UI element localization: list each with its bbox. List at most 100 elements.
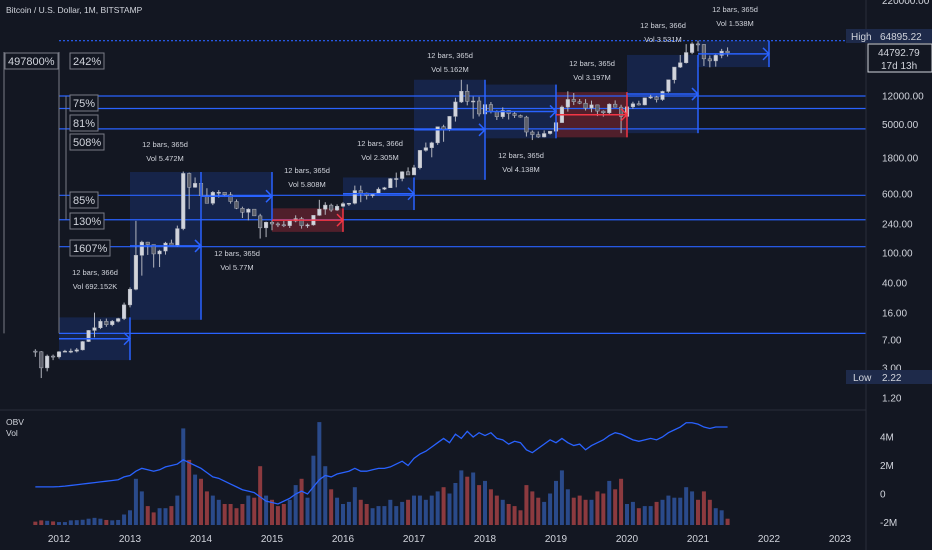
range-bars-label: 12 bars, 365d: [284, 166, 330, 175]
volume-bar: [33, 521, 38, 525]
range-bars-label: 12 bars, 365d: [142, 140, 188, 149]
candle-body: [56, 351, 62, 358]
candle-body: [494, 111, 499, 117]
price-tick: 240.00: [882, 220, 913, 231]
volume-bar: [181, 428, 186, 525]
volume-bar: [252, 497, 257, 525]
volume-bar: [518, 510, 523, 525]
volume-bar: [701, 491, 706, 525]
candle-body: [116, 318, 121, 322]
volume-bar: [524, 485, 529, 525]
candle-body: [228, 194, 233, 202]
volume-bar: [672, 497, 677, 525]
range-volume-label: Vol 3.531M: [644, 35, 682, 44]
volume-bar: [80, 519, 85, 525]
volume-bar: [707, 499, 712, 525]
volume-bar: [660, 499, 665, 525]
candle-body: [571, 99, 576, 102]
volume-bar: [175, 495, 180, 525]
volume-bar: [370, 508, 375, 525]
volume-bar: [666, 495, 671, 525]
volume-bar: [122, 514, 127, 525]
obv-tick: 4M: [880, 433, 894, 444]
high-badge: [846, 29, 932, 43]
price-axis[interactable]: 220000.00 12000.00 5000.00 1800.00 600.00 240…: [882, 0, 930, 404]
candle-body: [565, 99, 570, 108]
candle-body: [151, 244, 156, 255]
obv-line-group: [35, 422, 728, 505]
candle-body: [607, 103, 612, 113]
volume-bar: [465, 476, 470, 525]
volume-bar: [654, 501, 659, 525]
time-tick: 2020: [616, 534, 639, 545]
candle-body: [725, 50, 730, 54]
candle-body: [642, 97, 647, 106]
candle-body: [39, 351, 44, 369]
candle-body: [74, 349, 79, 352]
volume-bar: [725, 518, 730, 525]
volume-bar: [104, 519, 109, 525]
volume-bar: [423, 499, 428, 525]
candle-body: [400, 171, 405, 179]
volume-bar: [548, 493, 553, 525]
volume-bar: [595, 491, 600, 525]
volume-bar: [447, 493, 452, 525]
range-volume-label: Vol 2.305M: [361, 153, 399, 162]
volume-bar: [636, 508, 641, 525]
candle-body: [281, 224, 286, 227]
volume-bar: [163, 508, 168, 525]
volume-bar: [619, 478, 624, 525]
volume-bar: [696, 499, 700, 525]
candle-body: [601, 110, 606, 113]
range-volume-label: Vol 4.138M: [502, 165, 540, 174]
candle-body: [33, 350, 38, 353]
range-volume-label: Vol 692.152K: [73, 282, 118, 291]
volume-bar: [364, 504, 369, 525]
candle-body: [246, 208, 251, 213]
percent-label: 85%: [73, 195, 95, 207]
candle-body: [187, 173, 192, 188]
volume-bar: [382, 506, 387, 525]
volume-bar: [625, 504, 629, 525]
candle-body: [530, 131, 535, 135]
low-value: 2.22: [882, 373, 902, 384]
time-tick: 2019: [545, 534, 568, 545]
volume-bar: [453, 483, 458, 525]
volume-bar: [678, 497, 683, 525]
candle-body: [695, 43, 701, 46]
range-bars-label: 12 bars, 365d: [498, 151, 544, 160]
candle-body: [133, 255, 138, 290]
high-label: High: [851, 32, 872, 43]
volume-bar: [275, 506, 280, 525]
range-volume-label: Vol 5.472M: [146, 154, 184, 163]
candle-body: [287, 220, 292, 226]
candle-body: [447, 116, 452, 130]
candle-body: [145, 241, 150, 245]
volume-bar: [577, 495, 582, 525]
candle-body: [648, 96, 653, 99]
candle-body: [299, 218, 304, 226]
volume-bar: [199, 478, 203, 525]
range-volume-label: Vol 1.538M: [716, 19, 754, 28]
candle-body: [518, 115, 523, 118]
time-axis[interactable]: 2012 2013 2014 2015 2016 2017 2018 2019 2020 2021…: [48, 534, 852, 545]
candle-body: [175, 228, 180, 246]
volume-bar: [128, 510, 132, 525]
candle-body: [252, 208, 257, 217]
candle-body: [388, 178, 393, 189]
volume-bar: [559, 470, 564, 525]
volume-bar: [45, 520, 50, 525]
candle-body: [346, 203, 351, 205]
range-arrows: [59, 40, 771, 361]
last-price: 44792.79: [878, 48, 920, 59]
low-label: Low: [853, 373, 872, 384]
volume-bar: [311, 455, 316, 525]
candle-body: [630, 103, 635, 108]
volume-bar: [601, 493, 606, 525]
percent-box: [69, 133, 105, 151]
chart-title: Bitcoin / U.S. Dollar, 1M, BITSTAMP: [6, 5, 143, 15]
volume-bar: [86, 518, 91, 525]
volume-bar: [68, 520, 73, 525]
candle-body: [98, 321, 103, 329]
